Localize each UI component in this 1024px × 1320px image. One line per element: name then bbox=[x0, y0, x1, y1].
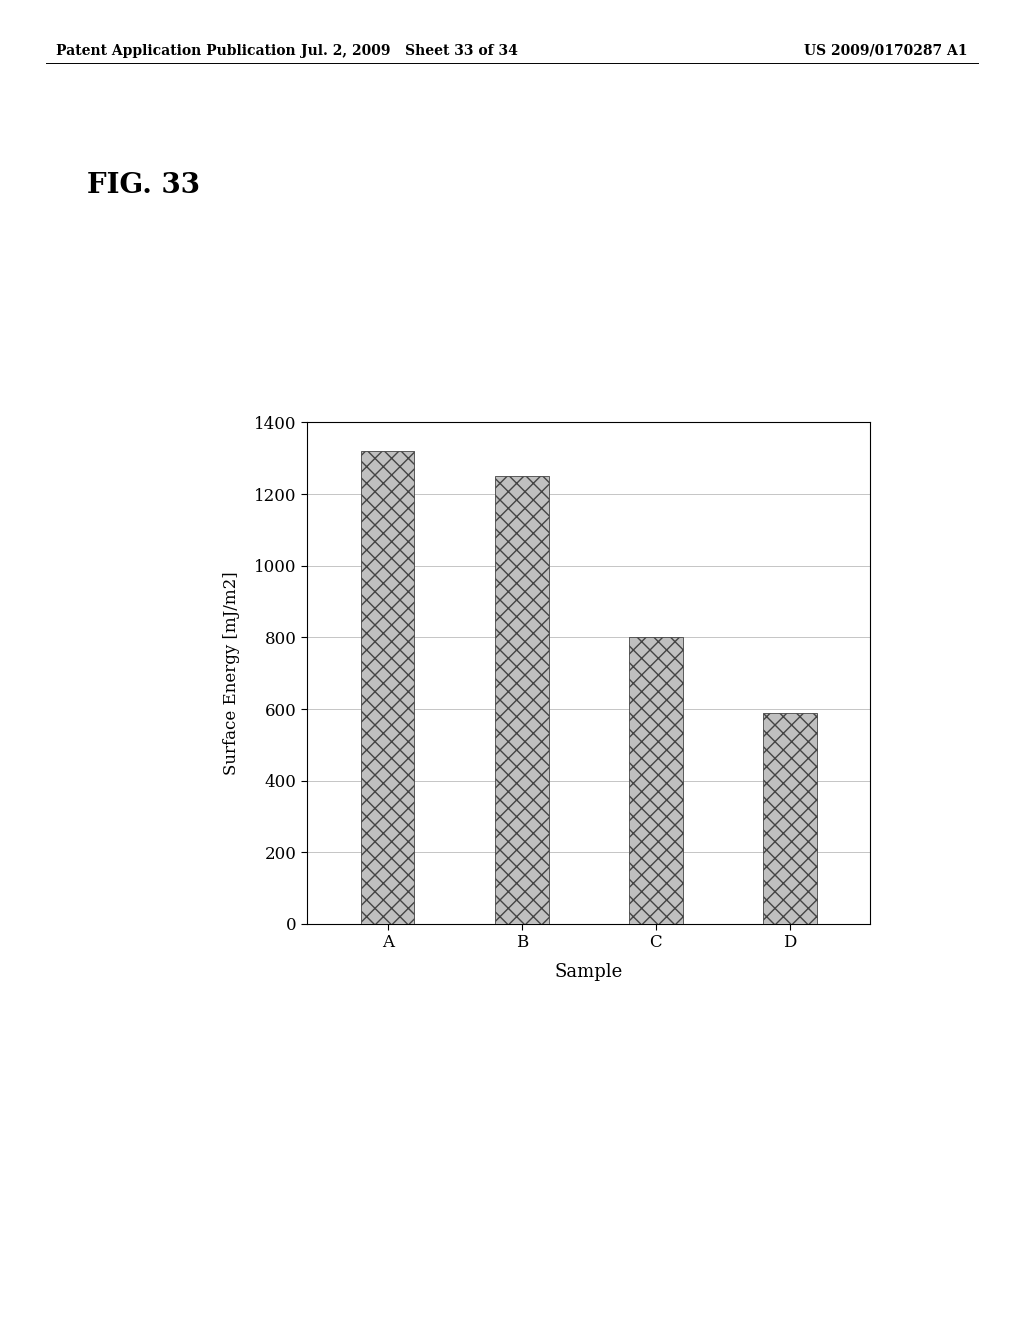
Bar bbox=[495, 477, 549, 924]
Text: FIG. 33: FIG. 33 bbox=[87, 172, 200, 198]
Bar bbox=[629, 638, 683, 924]
Y-axis label: Surface Energy [mJ/m2]: Surface Energy [mJ/m2] bbox=[223, 572, 241, 775]
Text: Jul. 2, 2009   Sheet 33 of 34: Jul. 2, 2009 Sheet 33 of 34 bbox=[301, 44, 518, 58]
Bar bbox=[763, 713, 817, 924]
Text: US 2009/0170287 A1: US 2009/0170287 A1 bbox=[804, 44, 968, 58]
X-axis label: Sample: Sample bbox=[555, 962, 623, 981]
Bar bbox=[360, 451, 415, 924]
Text: Patent Application Publication: Patent Application Publication bbox=[56, 44, 296, 58]
